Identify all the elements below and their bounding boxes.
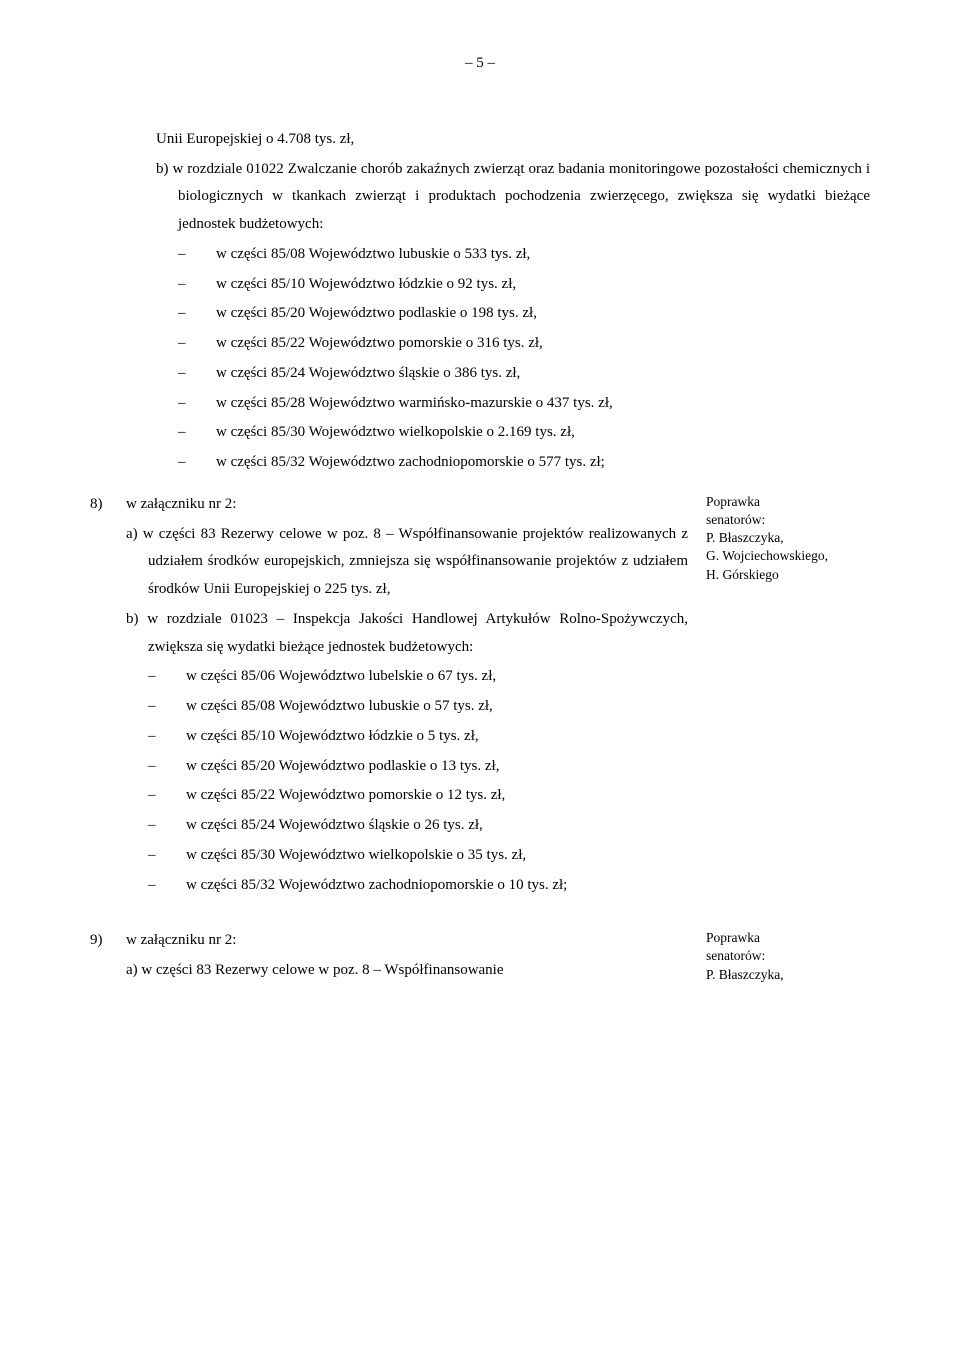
sub-item-b-top: b) w rozdziale 01022 Zwalczanie chorób z… [156,156,870,239]
sidebar-line: Poprawka [706,929,870,947]
bullet-item: w części 85/20 Województwo podlaskie o 1… [178,300,870,328]
sidebar-line: P. Błaszczyka, [706,966,870,984]
continuation-text: Unii Europejskiej o 4.708 tys. zł, [156,126,870,154]
sidebar-line: senatorów: [706,947,870,965]
bullet-item: w części 85/10 Województwo łódzkie o 5 t… [148,723,688,751]
bullet-item: w części 85/10 Województwo łódzkie o 92 … [178,271,870,299]
page-number: – 5 – [90,50,870,78]
item-9-row: 9) w załączniku nr 2: a) w części 83 Rez… [90,927,870,987]
attachment-line: w załączniku nr 2: [126,491,688,519]
bullet-item: w części 85/32 Województwo zachodniopomo… [178,449,870,477]
bullet-item: w części 85/08 Województwo lubuskie o 53… [178,241,870,269]
attachment-line: w załączniku nr 2: [126,927,688,955]
sidebar-line: H. Górskiego [706,566,870,584]
sidebar-line: G. Wojciechowskiego, [706,547,870,565]
item-9a: a) w części 83 Rezerwy celowe w poz. 8 –… [126,957,688,985]
bullet-item: w części 85/22 Województwo pomorskie o 3… [178,330,870,358]
item-9-body: w załączniku nr 2: a) w części 83 Rezerw… [126,927,696,987]
amendment-sidebar-8: Poprawka senatorów: P. Błaszczyka, G. Wo… [696,491,870,584]
sidebar-line: P. Błaszczyka, [706,529,870,547]
bullet-item: w części 85/08 Województwo lubuskie o 57… [148,693,688,721]
item-8a: a) w części 83 Rezerwy celowe w poz. 8 –… [126,521,688,604]
amendment-sidebar-9: Poprawka senatorów: P. Błaszczyka, [696,927,870,984]
item-8b-bullets: w części 85/06 Województwo lubelskie o 6… [148,663,688,899]
bullet-item: w części 85/20 Województwo podlaskie o 1… [148,753,688,781]
item-8b: b) w rozdziale 01023 – Inspekcja Jakości… [126,606,688,662]
bullet-item: w części 85/24 Województwo śląskie o 26 … [148,812,688,840]
sidebar-line: senatorów: [706,511,870,529]
item-9-number: 9) [90,927,126,955]
bullet-item: w części 85/28 Województwo warmińsko-maz… [178,390,870,418]
bullet-item: w części 85/06 Województwo lubelskie o 6… [148,663,688,691]
item-8-body: w załączniku nr 2: a) w części 83 Rezerw… [126,491,696,914]
bullet-item: w części 85/24 Województwo śląskie o 386… [178,360,870,388]
sidebar-line: Poprawka [706,493,870,511]
bullet-item: w części 85/30 Województwo wielkopolskie… [178,419,870,447]
bullet-item: w części 85/22 Województwo pomorskie o 1… [148,782,688,810]
item-8-number: 8) [90,491,126,519]
bullet-item: w części 85/32 Województwo zachodniopomo… [148,872,688,900]
bullets-top: w części 85/08 Województwo lubuskie o 53… [178,241,870,477]
item-8-row: 8) w załączniku nr 2: a) w części 83 Rez… [90,491,870,914]
bullet-item: w części 85/30 Województwo wielkopolskie… [148,842,688,870]
